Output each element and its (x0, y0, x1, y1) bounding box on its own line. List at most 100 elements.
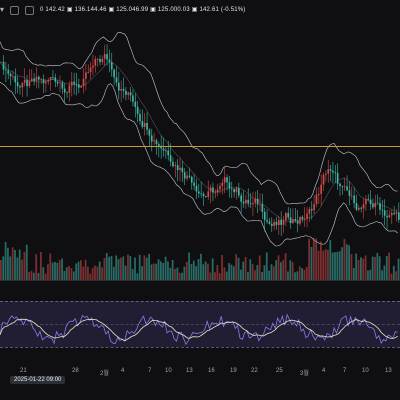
date-tick: 7 (343, 368, 347, 374)
candle-body (5, 69, 7, 71)
chart-icon[interactable]: ▾ (0, 5, 5, 14)
candle-body (16, 82, 19, 87)
candle-body (186, 175, 188, 179)
candle-body (92, 65, 94, 68)
volume-bar (58, 260, 61, 280)
volume-bar (30, 270, 33, 280)
candle-body (339, 183, 341, 187)
candle-body (358, 207, 360, 210)
volume-bar (371, 256, 374, 280)
volume-bar (176, 267, 179, 280)
volume-bar (221, 254, 223, 280)
volume-bar (35, 254, 38, 280)
candle-body (254, 198, 257, 204)
volume-bar (25, 244, 28, 280)
rsi-panel[interactable] (0, 282, 400, 362)
candle-body (355, 203, 358, 210)
price-chart[interactable] (0, 20, 400, 270)
volume-bar (110, 255, 113, 280)
date-axis[interactable]: 21 28 2월 4 7 10 13 16 19 22 25 3월 4 7 10 13 (0, 368, 400, 382)
volume-bar (275, 260, 278, 280)
candle-body (136, 106, 139, 114)
candle-body (289, 217, 292, 224)
volume-bar (65, 267, 68, 280)
candle-body (143, 122, 146, 127)
rsi-mid-band (0, 324, 400, 326)
candle-body (390, 212, 393, 216)
candle-body (89, 67, 92, 72)
volume-bar (204, 261, 207, 280)
price-level-line[interactable] (0, 146, 400, 147)
volume-bar (150, 264, 153, 280)
candle-body (346, 186, 348, 191)
volume-bar (392, 265, 395, 280)
crosshair-date-label: 2025-01-22 09:00 (10, 376, 66, 384)
candle-body (193, 182, 195, 186)
volume-bar (136, 273, 139, 280)
candle-body (292, 219, 294, 224)
volume-bar (89, 273, 92, 280)
volume-bar (383, 265, 386, 280)
volume-bar (289, 260, 292, 280)
candle-body (219, 185, 221, 190)
volume-panel (0, 237, 400, 280)
volume-bar (225, 271, 228, 280)
candle-body (68, 85, 71, 93)
date-tick: 16 (208, 368, 215, 374)
candle-body (216, 189, 219, 193)
candle-body (308, 209, 311, 214)
volume-bar (247, 272, 249, 280)
candle-body (212, 187, 214, 193)
volume-bar (242, 261, 245, 280)
volume-bar (47, 264, 49, 280)
volume-bar (28, 271, 30, 280)
volume-bar (357, 260, 360, 280)
candle-body (195, 185, 198, 192)
candle-body (167, 150, 170, 156)
upper-band-line (0, 31, 398, 205)
candle-body (341, 186, 344, 187)
candle-body (202, 193, 205, 197)
candle-body (148, 129, 151, 136)
candle-body (214, 192, 217, 194)
candle-body (14, 76, 17, 83)
volume-bar (395, 271, 398, 280)
volume-bar (341, 247, 343, 280)
candle-body (296, 220, 299, 224)
candle-body (19, 86, 21, 88)
candle-body (56, 81, 59, 84)
volume-bar (105, 253, 108, 280)
volume-bar (350, 254, 353, 280)
candle-body (376, 202, 379, 204)
volume-bar (228, 263, 230, 280)
volume-bar (124, 265, 127, 280)
candle-body (42, 79, 45, 84)
volume-bar (331, 252, 334, 280)
candle-body (162, 148, 165, 151)
volume-bar (362, 258, 365, 280)
candle-body (108, 59, 111, 63)
candle-body (230, 188, 233, 190)
date-tick: 25 (276, 368, 283, 374)
volume-bar (94, 265, 96, 280)
volume-bar (202, 264, 205, 280)
volume-bar (270, 264, 273, 280)
volume-bar (82, 266, 85, 280)
layout-icon[interactable] (25, 5, 35, 15)
candle-body (247, 199, 250, 204)
candle-body (160, 145, 162, 149)
rsi-signal-line (0, 318, 398, 342)
volume-bar (98, 261, 101, 280)
pane-divider[interactable] (0, 280, 400, 281)
candle-body (294, 219, 297, 221)
volume-bar (352, 267, 355, 280)
candle-body (82, 78, 85, 86)
candle-body (303, 218, 306, 220)
volume-bar (322, 250, 325, 280)
candle-body (332, 170, 334, 173)
settings-icon[interactable] (10, 5, 20, 15)
candle-body (299, 216, 301, 224)
volume-bar (324, 249, 327, 280)
candle-body (87, 71, 90, 73)
volume-bar (296, 271, 299, 280)
